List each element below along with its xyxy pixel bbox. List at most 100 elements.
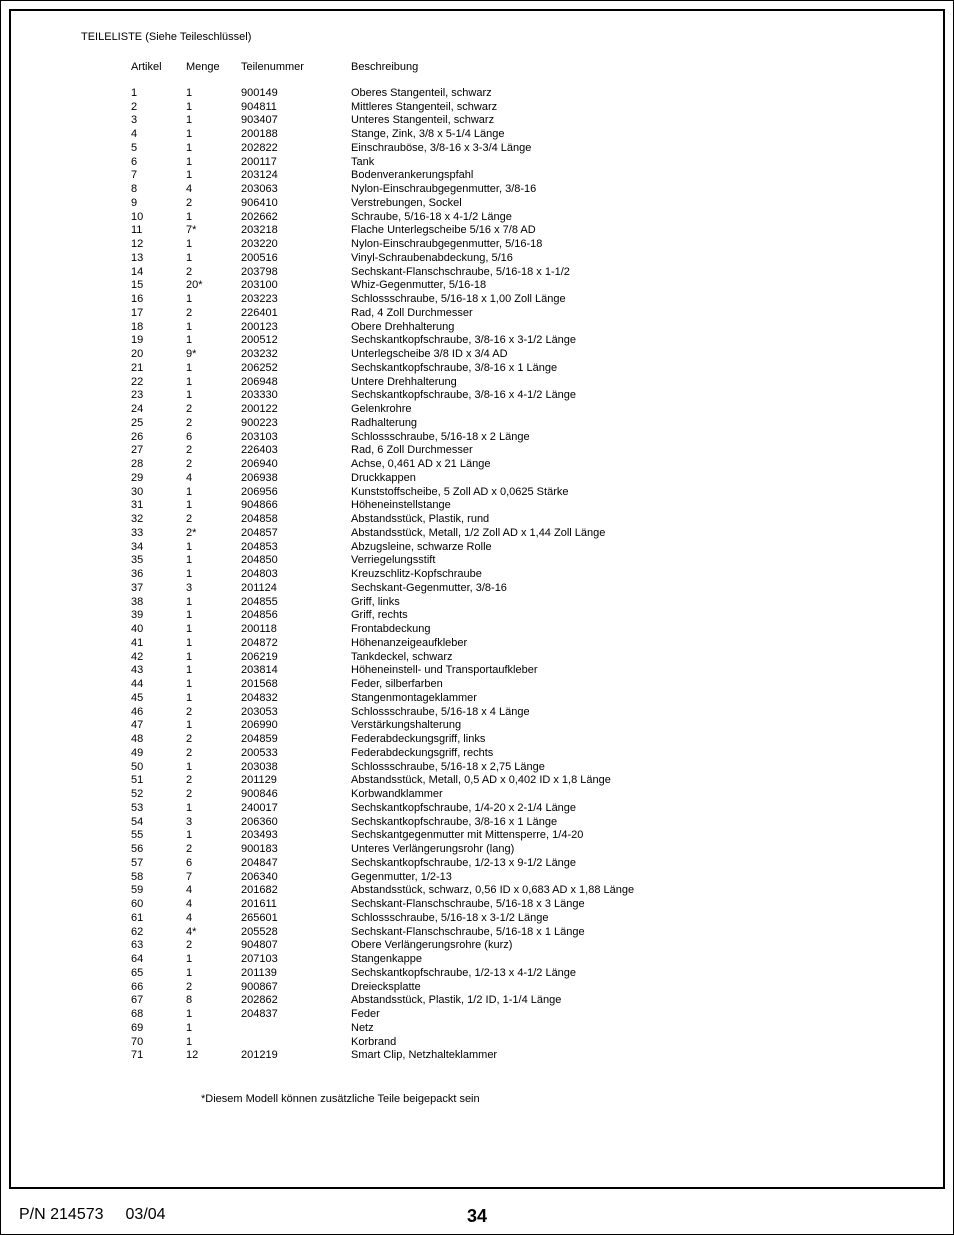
cell-beschreibung: Sechskant-Flanschschraube, 5/16-18 x 3 L… bbox=[351, 898, 634, 912]
cell-teilenummer: 906410 bbox=[241, 197, 351, 211]
cell-teilenummer: 203038 bbox=[241, 761, 351, 775]
cell-artikel: 29 bbox=[131, 472, 186, 486]
cell-artikel: 50 bbox=[131, 761, 186, 775]
cell-menge: 1 bbox=[186, 953, 241, 967]
cell-teilenummer: 204857 bbox=[241, 527, 351, 541]
cell-beschreibung: Korbwandklammer bbox=[351, 788, 634, 802]
table-row: 551203493Sechskantgegenmutter mit Mitten… bbox=[131, 829, 634, 843]
cell-artikel: 16 bbox=[131, 293, 186, 307]
cell-menge: 2 bbox=[186, 733, 241, 747]
cell-menge: 1 bbox=[186, 664, 241, 678]
cell-artikel: 71 bbox=[131, 1049, 186, 1063]
cell-teilenummer: 903407 bbox=[241, 114, 351, 128]
cell-teilenummer: 206252 bbox=[241, 362, 351, 376]
cell-beschreibung: Radhalterung bbox=[351, 417, 634, 431]
cell-menge: 1 bbox=[186, 169, 241, 183]
cell-menge: 1 bbox=[186, 829, 241, 843]
cell-beschreibung: Kreuzschlitz-Kopfschraube bbox=[351, 568, 634, 582]
cell-artikel: 67 bbox=[131, 994, 186, 1008]
cell-artikel: 59 bbox=[131, 884, 186, 898]
cell-artikel: 57 bbox=[131, 857, 186, 871]
cell-menge: 2 bbox=[186, 417, 241, 431]
cell-menge: 9* bbox=[186, 348, 241, 362]
table-row: 543206360Sechskantkopfschraube, 3/8-16 x… bbox=[131, 816, 634, 830]
cell-menge: 1 bbox=[186, 389, 241, 403]
cell-artikel: 53 bbox=[131, 802, 186, 816]
cell-beschreibung: Nylon-Einschraubgegenmutter, 3/8-16 bbox=[351, 183, 634, 197]
cell-artikel: 33 bbox=[131, 527, 186, 541]
col-header-menge: Menge bbox=[186, 61, 241, 87]
cell-beschreibung: Stangenmontageklammer bbox=[351, 692, 634, 706]
cell-beschreibung: Rad, 4 Zoll Durchmesser bbox=[351, 307, 634, 321]
cell-artikel: 19 bbox=[131, 334, 186, 348]
cell-beschreibung: Schlossschraube, 5/16-18 x 4 Länge bbox=[351, 706, 634, 720]
parts-table: Artikel Menge Teilenummer Beschreibung 1… bbox=[131, 61, 634, 1063]
cell-artikel: 21 bbox=[131, 362, 186, 376]
table-row: 391204856Griff, rechts bbox=[131, 609, 634, 623]
cell-menge: 1 bbox=[186, 334, 241, 348]
table-row: 531240017Sechskantkopfschraube, 1/4-20 x… bbox=[131, 802, 634, 816]
table-row: 1520*203100Whiz-Gegenmutter, 5/16-18 bbox=[131, 279, 634, 293]
cell-artikel: 8 bbox=[131, 183, 186, 197]
cell-menge: 2 bbox=[186, 266, 241, 280]
cell-teilenummer: 904866 bbox=[241, 499, 351, 513]
cell-artikel: 22 bbox=[131, 376, 186, 390]
cell-menge: 2 bbox=[186, 981, 241, 995]
cell-beschreibung: Obere Verlängerungsrohre (kurz) bbox=[351, 939, 634, 953]
cell-beschreibung: Sechskant-Flanschschraube, 5/16-18 x 1 L… bbox=[351, 926, 634, 940]
cell-artikel: 64 bbox=[131, 953, 186, 967]
cell-artikel: 24 bbox=[131, 403, 186, 417]
table-row: 266203103Schlossschraube, 5/16-18 x 2 Lä… bbox=[131, 431, 634, 445]
cell-menge: 1 bbox=[186, 761, 241, 775]
cell-teilenummer: 203063 bbox=[241, 183, 351, 197]
cell-artikel: 23 bbox=[131, 389, 186, 403]
cell-beschreibung: Sechskantgegenmutter mit Mittensperre, 1… bbox=[351, 829, 634, 843]
table-row: 462203053Schlossschraube, 5/16-18 x 4 Lä… bbox=[131, 706, 634, 720]
cell-beschreibung: Mittleres Stangenteil, schwarz bbox=[351, 101, 634, 115]
cell-artikel: 38 bbox=[131, 596, 186, 610]
cell-menge: 2 bbox=[186, 706, 241, 720]
cell-artikel: 13 bbox=[131, 252, 186, 266]
table-row: 209*203232Unterlegscheibe 3/8 ID x 3/4 A… bbox=[131, 348, 634, 362]
cell-menge: 1 bbox=[186, 623, 241, 637]
cell-artikel: 52 bbox=[131, 788, 186, 802]
cell-beschreibung: Stangenkappe bbox=[351, 953, 634, 967]
cell-artikel: 58 bbox=[131, 871, 186, 885]
cell-beschreibung: Schlossschraube, 5/16-18 x 1,00 Zoll Län… bbox=[351, 293, 634, 307]
cell-artikel: 15 bbox=[131, 279, 186, 293]
cell-artikel: 65 bbox=[131, 967, 186, 981]
cell-beschreibung: Höhenanzeigeaufkleber bbox=[351, 637, 634, 651]
table-row: 181200123Obere Drehhalterung bbox=[131, 321, 634, 335]
footer-part-number: P/N 214573 bbox=[19, 1206, 104, 1224]
cell-menge: 2 bbox=[186, 458, 241, 472]
cell-beschreibung: Nylon-Einschraubgegenmutter, 5/16-18 bbox=[351, 238, 634, 252]
cell-menge: 4 bbox=[186, 912, 241, 926]
cell-menge: 6 bbox=[186, 431, 241, 445]
cell-menge: 1 bbox=[186, 554, 241, 568]
cell-teilenummer: 200188 bbox=[241, 128, 351, 142]
cell-menge: 4 bbox=[186, 884, 241, 898]
cell-menge: 3 bbox=[186, 816, 241, 830]
cell-teilenummer: 201682 bbox=[241, 884, 351, 898]
table-row: 341204853Abzugsleine, schwarze Rolle bbox=[131, 541, 634, 555]
cell-teilenummer: 203493 bbox=[241, 829, 351, 843]
table-row: 411204872Höhenanzeigeaufkleber bbox=[131, 637, 634, 651]
cell-menge: 7* bbox=[186, 224, 241, 238]
table-row: 221206948Untere Drehhalterung bbox=[131, 376, 634, 390]
cell-artikel: 62 bbox=[131, 926, 186, 940]
cell-menge: 4 bbox=[186, 898, 241, 912]
cell-teilenummer: 226401 bbox=[241, 307, 351, 321]
cell-artikel: 35 bbox=[131, 554, 186, 568]
table-row: 61200117Tank bbox=[131, 156, 634, 170]
cell-teilenummer bbox=[241, 1022, 351, 1036]
cell-teilenummer: 900183 bbox=[241, 843, 351, 857]
cell-artikel: 42 bbox=[131, 651, 186, 665]
cell-artikel: 5 bbox=[131, 142, 186, 156]
cell-beschreibung: Abstandsstück, Metall, 1/2 Zoll AD x 1,4… bbox=[351, 527, 634, 541]
cell-teilenummer: 206940 bbox=[241, 458, 351, 472]
cell-menge: 2 bbox=[186, 513, 241, 527]
cell-menge: 1 bbox=[186, 541, 241, 555]
cell-artikel: 66 bbox=[131, 981, 186, 995]
cell-beschreibung: Oberes Stangenteil, schwarz bbox=[351, 87, 634, 101]
cell-teilenummer: 203103 bbox=[241, 431, 351, 445]
